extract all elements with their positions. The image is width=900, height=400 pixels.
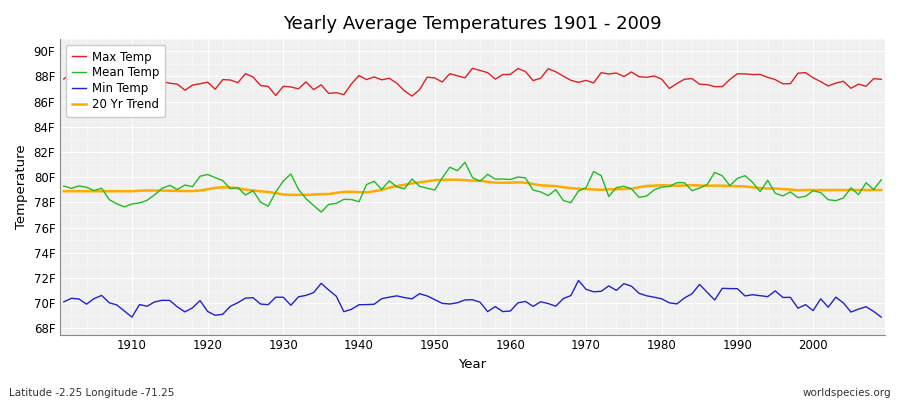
Y-axis label: Temperature: Temperature	[15, 144, 28, 229]
X-axis label: Year: Year	[458, 358, 487, 371]
Mean Temp	[119, 204, 130, 209]
20 Yr Trend	[611, 187, 622, 192]
Mean Temp	[611, 185, 622, 190]
Min Temp	[58, 300, 69, 304]
Max Temp	[512, 66, 523, 71]
Mean Temp	[512, 174, 523, 179]
20 Yr Trend	[520, 180, 531, 185]
20 Yr Trend	[512, 180, 523, 185]
Min Temp	[505, 308, 516, 313]
Mean Temp	[520, 176, 531, 180]
Mean Temp	[285, 172, 296, 176]
Mean Temp	[338, 197, 349, 202]
Legend: Max Temp, Mean Temp, Min Temp, 20 Yr Trend: Max Temp, Mean Temp, Min Temp, 20 Yr Tre…	[66, 45, 166, 117]
Min Temp	[512, 300, 523, 305]
Line: Max Temp: Max Temp	[64, 68, 881, 96]
20 Yr Trend	[338, 190, 349, 194]
Line: Mean Temp: Mean Temp	[64, 162, 881, 212]
Max Temp	[58, 77, 69, 82]
Mean Temp	[58, 184, 69, 188]
Max Temp	[520, 69, 531, 74]
Max Temp	[331, 90, 342, 95]
20 Yr Trend	[445, 177, 455, 182]
Min Temp	[127, 315, 138, 320]
Mean Temp	[316, 210, 327, 214]
Max Temp	[876, 77, 886, 82]
20 Yr Trend	[876, 188, 886, 192]
Max Temp	[285, 84, 296, 89]
Max Temp	[407, 94, 418, 98]
Min Temp	[119, 309, 130, 314]
Min Temp	[573, 278, 584, 283]
Line: 20 Yr Trend: 20 Yr Trend	[64, 180, 881, 195]
Title: Yearly Average Temperatures 1901 - 2009: Yearly Average Temperatures 1901 - 2009	[284, 15, 662, 33]
Max Temp	[119, 88, 130, 93]
20 Yr Trend	[285, 192, 296, 197]
Min Temp	[293, 294, 304, 299]
Line: Min Temp: Min Temp	[64, 280, 881, 317]
Min Temp	[611, 288, 622, 293]
Mean Temp	[876, 178, 886, 182]
Min Temp	[876, 315, 886, 320]
Text: Latitude -2.25 Longitude -71.25: Latitude -2.25 Longitude -71.25	[9, 388, 175, 398]
20 Yr Trend	[119, 189, 130, 194]
20 Yr Trend	[301, 192, 311, 197]
Max Temp	[467, 66, 478, 71]
Mean Temp	[460, 160, 471, 165]
Min Temp	[338, 309, 349, 314]
20 Yr Trend	[58, 189, 69, 194]
Max Temp	[611, 71, 622, 76]
Text: worldspecies.org: worldspecies.org	[803, 388, 891, 398]
